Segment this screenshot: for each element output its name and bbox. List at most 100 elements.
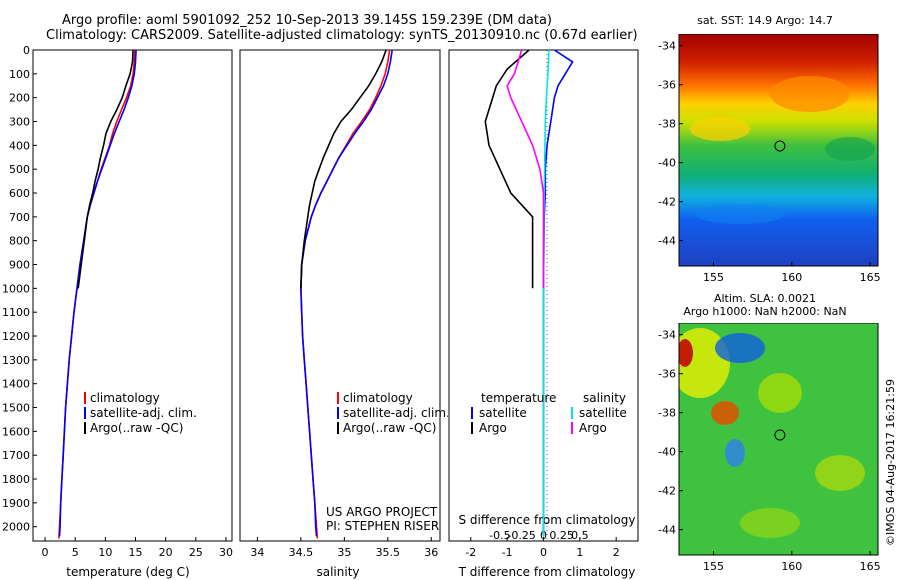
series-line-salinity-argo [506, 49, 545, 289]
series-line-temperature-argo [484, 49, 534, 289]
y-tick-label: 0 [23, 44, 30, 57]
legend-label-s-argo: Argo [579, 421, 607, 435]
y-tick-label: 1800 [2, 473, 30, 486]
lat-tick-label: -44 [658, 524, 676, 537]
lon-tick-label: 160 [781, 560, 802, 573]
lat-tick-label: -34 [658, 40, 676, 53]
y-tick-label: 100 [9, 68, 30, 81]
pi-annotation: PI: STEPHEN RISER [326, 519, 439, 533]
top-tick-label: 0.25 [549, 529, 574, 542]
y-tick-label: 2000 [2, 521, 30, 534]
temperature-plot: temperature (deg C) 0 100 200 300 400 500 600 7… [2, 44, 233, 579]
series-line-satellite [300, 49, 393, 537]
argo-position-marker [774, 140, 786, 152]
legend-swatch-argo [337, 422, 339, 434]
temperature-legend: climatology satellite-adj. clim. Argo(..… [84, 391, 197, 435]
top-tick-label: -0.25 [507, 529, 535, 542]
y-tick-label: 200 [9, 92, 30, 105]
legend-swatch-s-satellite [571, 407, 573, 419]
difference-top-xlabel: S difference from climatology [459, 513, 636, 527]
lat-tick-label: -36 [658, 79, 676, 92]
sla-map-title: Altim. SLA: 0.0021 Argo h1000: NaN h2000… [650, 292, 880, 318]
project-annotation: US ARGO PROJECT [326, 505, 438, 519]
sst-map: -34 -36 -38 -40 -42 -44 155 160 165 [658, 34, 881, 284]
y-tick-label: 300 [9, 116, 30, 129]
temperature-xlabel: temperature (deg C) [66, 565, 189, 579]
x-tick-label: 25 [189, 546, 203, 559]
series-line-argo [300, 49, 387, 289]
x-tick-label: 35.5 [376, 546, 401, 559]
y-tick-label: 600 [9, 187, 30, 200]
x-tick-label: 15 [129, 546, 143, 559]
x-tick-label: 5 [72, 546, 79, 559]
lat-tick-label: -36 [658, 368, 676, 381]
series-line-satellite [58, 49, 137, 537]
y-tick-label: 700 [9, 211, 30, 224]
series-line-argo [77, 49, 134, 289]
profile-title: Argo profile: aoml 5901092_252 10-Sep-20… [62, 13, 552, 28]
lat-tick-label: -40 [658, 157, 676, 170]
argo-heights: Argo h1000: NaN h2000: NaN [683, 305, 847, 318]
lon-tick-label: 155 [703, 271, 724, 284]
y-tick-label: 800 [9, 235, 30, 248]
difference-plot: T difference from climatology S differen… [448, 49, 639, 579]
argo-position-marker [774, 429, 786, 441]
legend-label-climatology: climatology [343, 391, 413, 405]
lat-tick-label: -42 [658, 196, 676, 209]
legend-swatch-climatology [337, 392, 339, 404]
legend-swatch-satellite [84, 407, 86, 419]
series-line-climatology [58, 49, 136, 539]
x-tick-label: 10 [98, 546, 112, 559]
lon-tick-label: 155 [703, 560, 724, 573]
top-tick-label: -0.5 [489, 529, 510, 542]
legend-swatch-satellite [337, 407, 339, 419]
difference-bottom-xlabel: T difference from climatology [458, 565, 636, 579]
sst-map-title: sat. SST: 14.9 Argo: 14.7 [697, 14, 833, 27]
legend-label-s-satellite: satellite [579, 406, 627, 420]
x-tick-label: -1 [502, 546, 513, 559]
y-tick-label: 500 [9, 163, 30, 176]
y-tick-label: 1900 [2, 497, 30, 510]
legend-swatch-s-argo [571, 422, 573, 434]
top-tick-label: 0.5 [571, 529, 589, 542]
legend-swatch-t-satellite [471, 407, 473, 419]
lon-tick-label: 165 [860, 560, 881, 573]
lon-tick-label: 165 [860, 271, 881, 284]
legend-title-salinity: salinity [583, 391, 626, 405]
y-tick-label: 1600 [2, 425, 30, 438]
climatology-subtitle: Climatology: CARS2009. Satellite-adjuste… [46, 28, 638, 43]
y-tick-label: 1100 [2, 306, 30, 319]
y-tick-label: 1200 [2, 330, 30, 343]
x-tick-label: 20 [159, 546, 173, 559]
series-line-temperature-satellite [542, 49, 574, 537]
salinity-plot-frame [239, 49, 441, 542]
y-tick-label: 1300 [2, 354, 30, 367]
x-tick-label: 36 [424, 546, 438, 559]
salinity-plot: salinity 34 34.5 35 35.5 36 climatology sate… [239, 49, 448, 579]
y-tick-label: 1700 [2, 449, 30, 462]
lat-tick-label: -34 [658, 329, 676, 342]
series-line-climatology [300, 49, 391, 539]
y-tick-label: 900 [9, 259, 30, 272]
lat-tick-label: -38 [658, 407, 676, 420]
sst-map-frame [678, 34, 879, 267]
lat-tick-label: -42 [658, 485, 676, 498]
salinity-legend: climatology satellite-adj. clim. Argo(..… [337, 391, 448, 435]
legend-swatch-argo [84, 422, 86, 434]
salinity-xlabel: salinity [316, 565, 359, 579]
x-tick-label: 34 [250, 546, 264, 559]
legend-swatch-t-argo [471, 422, 473, 434]
y-tick-label: 400 [9, 139, 30, 152]
legend-label-satellite: satellite-adj. clim. [343, 406, 448, 420]
legend-label-argo: Argo(..raw -QC) [90, 421, 183, 435]
lat-tick-label: -38 [658, 118, 676, 131]
imos-credit: ©IMOS 04-Aug-2017 16:21:59 [884, 379, 897, 546]
legend-swatch-climatology [84, 392, 86, 404]
x-tick-label: 0 [540, 546, 547, 559]
legend-label-satellite: satellite-adj. clim. [90, 406, 197, 420]
y-tick-label: 1400 [2, 378, 30, 391]
lon-tick-label: 160 [781, 271, 802, 284]
x-tick-label: 34.5 [289, 546, 314, 559]
y-tick-label: 1500 [2, 402, 30, 415]
lat-tick-label: -40 [658, 446, 676, 459]
